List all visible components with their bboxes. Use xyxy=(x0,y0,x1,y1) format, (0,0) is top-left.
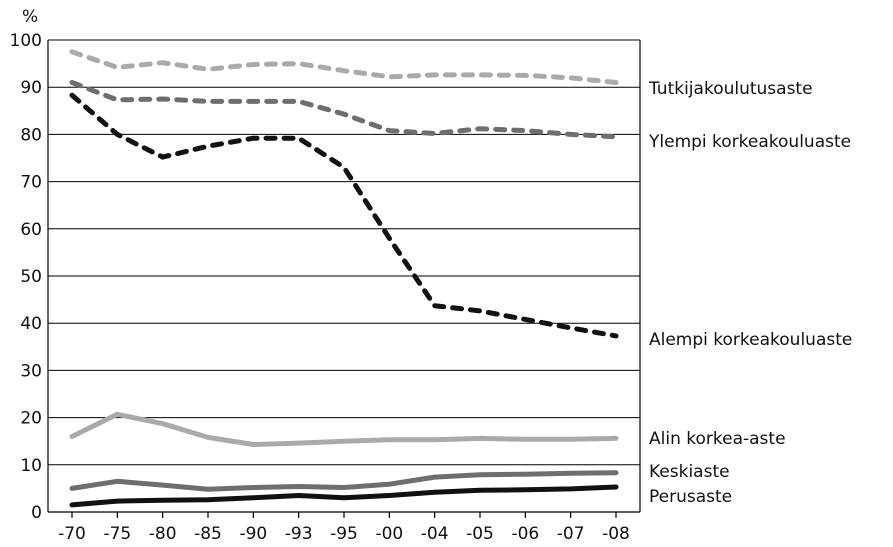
x-tick-label: -06 xyxy=(511,524,539,544)
series-line-tutkijakoulutusaste xyxy=(69,49,619,85)
series-line-alempi-korkeakouluaste xyxy=(69,92,619,339)
y-tick-label: 70 xyxy=(20,173,42,193)
y-tick-label: 10 xyxy=(20,456,42,476)
series-label: Tutkijakoulutusaste xyxy=(648,79,813,99)
x-tick-label: -95 xyxy=(330,524,358,544)
y-tick-label: 60 xyxy=(20,220,42,240)
y-tick-label: 20 xyxy=(20,409,42,429)
y-tick-label: 90 xyxy=(20,78,42,98)
y-axis-label: % xyxy=(22,7,38,27)
series-line-alin-korkea-aste xyxy=(69,411,619,447)
series-line-keskiaste xyxy=(69,470,619,492)
x-tick-label: -85 xyxy=(194,524,222,544)
x-tick-label: -80 xyxy=(149,524,177,544)
series-line-perusaste xyxy=(69,484,619,508)
y-tick-label: 30 xyxy=(20,361,42,381)
x-tick-label: -75 xyxy=(103,524,131,544)
x-tick-label: -07 xyxy=(557,524,585,544)
x-tick-label: -93 xyxy=(285,524,313,544)
x-tick-label: -90 xyxy=(239,524,267,544)
x-tick-label: -04 xyxy=(421,524,449,544)
series-label: Alempi korkeakouluaste xyxy=(649,330,852,350)
gridlines xyxy=(48,39,640,466)
y-tick-label: 40 xyxy=(20,314,42,334)
x-tick-label: -70 xyxy=(58,524,86,544)
x-tick-label: -08 xyxy=(602,524,630,544)
x-tick-label: -00 xyxy=(375,524,403,544)
x-tick-label: -05 xyxy=(466,524,494,544)
series-label: Perusaste xyxy=(649,487,732,507)
series-label: Ylempi korkeakouluaste xyxy=(648,132,851,152)
series-labels: Tutkijakoulutusaste Ylempi korkeakouluast… xyxy=(648,79,852,507)
tick-labels: 0 10 20 30 40 50 60 70 80 90 100 -70 -75 -80 -85 -90 -93… xyxy=(10,31,630,544)
axes xyxy=(47,40,641,518)
y-tick-label: 80 xyxy=(20,125,42,145)
y-tick-label: 100 xyxy=(10,31,42,51)
series-line-ylempi-korkeakouluaste xyxy=(69,80,619,140)
series-lines xyxy=(69,49,619,508)
series-label: Alin korkea-aste xyxy=(649,429,786,449)
y-tick-label: 0 xyxy=(31,503,42,523)
y-tick-label: 50 xyxy=(20,267,42,287)
series-label: Keskiaste xyxy=(649,462,730,482)
